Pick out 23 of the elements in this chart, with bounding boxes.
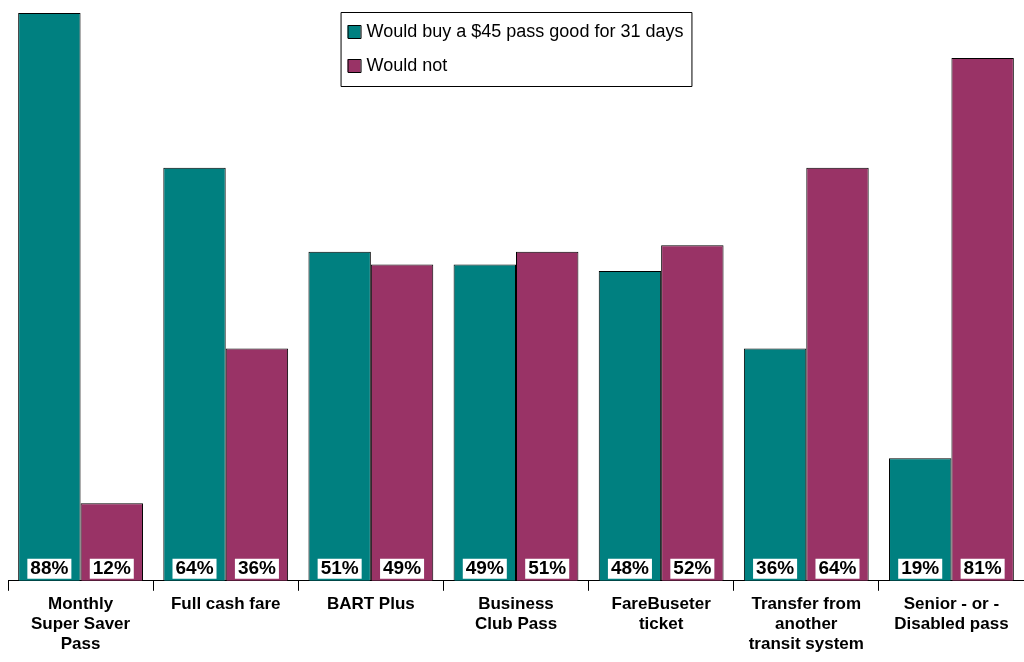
data-label: 49% [465,557,504,579]
x-tick-label: Senior - or - Disabled pass [894,593,1009,634]
data-label: 51% [320,557,359,579]
data-label: 36% [237,557,277,579]
legend-label: Would buy a $45 pass good for 31 days [366,20,684,41]
data-label: 64% [818,557,857,579]
x-tick-label: Monthly Super Saver Pass [30,593,131,654]
data-label: 19% [901,557,940,579]
data-label: 48% [610,557,650,579]
data-label: 36% [756,557,795,579]
x-tick-label: Transfer from another transit system [748,593,864,654]
data-label: 52% [673,557,712,579]
x-tick-label: FareBuseter ticket [611,593,712,634]
data-label: 49% [383,557,422,579]
data-label: 12% [92,557,131,579]
x-tick-label: Full cash fare [170,593,281,613]
legend-label: Would not [366,54,448,75]
x-tick-label: BART Plus [326,593,415,613]
x-tick-label: Business Club Pass [474,593,558,634]
data-label: 88% [30,557,69,579]
data-label: 51% [528,557,567,579]
data-label: 81% [963,557,1002,579]
data-label: 64% [175,557,214,579]
